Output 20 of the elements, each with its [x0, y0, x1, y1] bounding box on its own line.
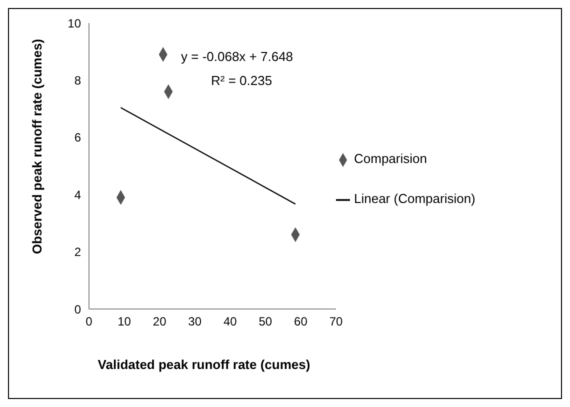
- x-tick-label: 0: [86, 314, 93, 329]
- x-axis-title: Validated peak runoff rate (cumes): [96, 357, 312, 372]
- y-tick-label: 4: [74, 188, 82, 202]
- y-tick-label: 8: [74, 73, 82, 88]
- y-tick-label: 6: [74, 130, 82, 145]
- y-tick-label: 0: [74, 302, 82, 316]
- x-tick-label: 70: [329, 314, 343, 329]
- x-tick-label: 20: [152, 314, 167, 329]
- x-tick-label: 50: [258, 314, 272, 329]
- x-tick-label: 40: [223, 314, 238, 329]
- y-tick-label: 2: [74, 245, 82, 260]
- y-axis-title: Observed peak runoff rate (cumes): [30, 38, 44, 256]
- x-tick-label: 30: [188, 314, 202, 329]
- x-tick-label: 60: [294, 314, 308, 329]
- legend-label: Linear (Comparision): [354, 191, 476, 206]
- legend-label: Comparision: [354, 151, 427, 166]
- annotation: R² = 0.235: [211, 73, 272, 88]
- y-tick-label: 10: [68, 16, 82, 30]
- annotation: y = -0.068x + 7.648: [181, 49, 294, 64]
- x-tick-label: 10: [118, 314, 132, 329]
